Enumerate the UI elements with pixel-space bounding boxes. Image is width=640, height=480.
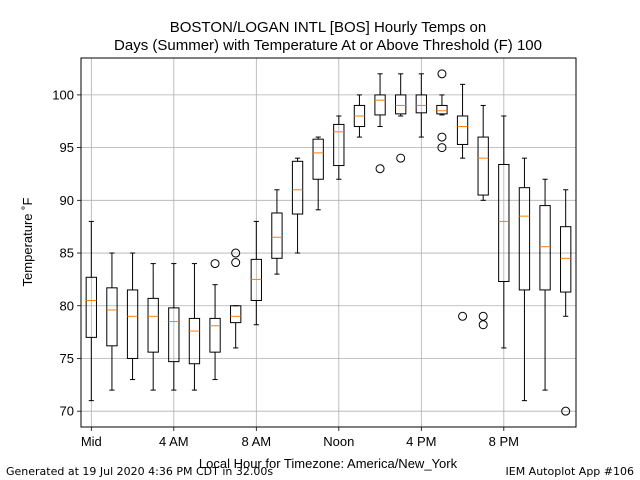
footer-app-text: IEM Autoplot App #106 — [505, 465, 635, 478]
plot-area — [80, 57, 577, 428]
box-hour-1 — [106, 287, 118, 347]
y-tick-label: 95 — [60, 140, 74, 155]
outlier-point — [231, 248, 241, 258]
x-tick-label: Noon — [323, 434, 354, 449]
y-axis: 70 75 80 85 90 95 100 — [52, 87, 81, 419]
y-tick-label: 90 — [60, 193, 74, 208]
box-hour-10 — [291, 160, 304, 215]
outlier-point — [210, 259, 220, 269]
outlier-point — [375, 164, 385, 174]
box-hour-20 — [498, 163, 510, 283]
box-hour-4 — [168, 307, 180, 363]
chart-title: BOSTON/LOGAN INTL [BOS] Hourly Temps on — [170, 19, 487, 36]
box-hour-16 — [415, 94, 427, 114]
y-tick-label: 70 — [60, 404, 74, 419]
x-tick-label: 8 AM — [242, 434, 272, 449]
box-hour-17 — [436, 104, 448, 115]
box-hour-8 — [250, 258, 262, 301]
box-hour-6 — [209, 317, 221, 353]
box-hour-23 — [560, 226, 572, 293]
y-tick-label: 100 — [52, 87, 74, 102]
box-hour-0 — [85, 276, 97, 338]
y-tick-label: 75 — [60, 351, 74, 366]
grid-lines — [81, 58, 576, 427]
box-hour-19 — [477, 136, 489, 196]
outlier-point — [437, 132, 447, 142]
x-tick-label: 8 PM — [489, 434, 519, 449]
outlier-point — [437, 143, 447, 153]
box-hour-12 — [333, 123, 345, 167]
box-hour-9 — [271, 212, 283, 259]
outlier-point — [478, 311, 488, 321]
box-hour-3 — [147, 297, 159, 353]
footer-generated-text: Generated at 19 Jul 2020 4:36 PM CDT in … — [6, 465, 274, 478]
outlier-point — [458, 311, 468, 321]
median-layer — [86, 99, 571, 332]
x-axis: Mid 4 AM 8 AM Noon 4 PM 8 PM — [81, 427, 519, 449]
box-hour-5 — [188, 317, 201, 365]
outlier-point — [396, 153, 406, 163]
y-axis-label: Temperature ˚F — [20, 198, 35, 287]
box-hour-11 — [312, 138, 324, 180]
box-hour-15 — [395, 94, 407, 115]
box-hour-2 — [126, 289, 139, 359]
flier-layer — [210, 69, 571, 416]
box-hour-21 — [518, 187, 531, 291]
outlier-point — [478, 320, 488, 330]
x-axis-label: Local Hour for Timezone: America/New_Yor… — [199, 456, 458, 471]
outlier-point — [231, 258, 241, 268]
x-tick-label: 4 AM — [159, 434, 189, 449]
box-hour-14 — [374, 94, 386, 116]
box-layer — [85, 94, 572, 365]
whisker-layer — [88, 73, 569, 402]
outlier-point — [437, 69, 447, 79]
box-hour-22 — [539, 205, 551, 291]
box-hour-18 — [456, 115, 469, 145]
x-tick-label: 4 PM — [406, 434, 436, 449]
y-tick-label: 85 — [60, 246, 74, 261]
x-tick-label: Mid — [81, 434, 102, 449]
outlier-point — [561, 406, 571, 416]
chart-subtitle: Days (Summer) with Temperature At or Abo… — [114, 37, 542, 54]
y-tick-label: 80 — [60, 298, 74, 313]
box-hour-7 — [230, 305, 242, 324]
